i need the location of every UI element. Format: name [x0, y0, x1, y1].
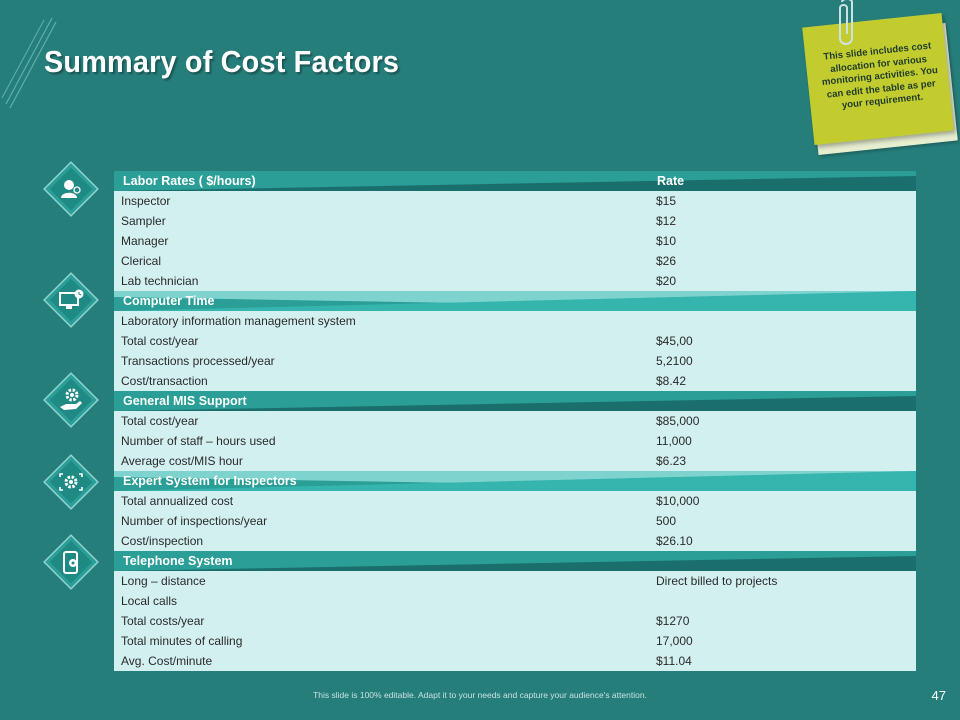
row-value: 11,000	[656, 434, 692, 448]
worker-icon	[42, 160, 100, 218]
table-row: Number of staff – hours used 11,000	[114, 431, 916, 451]
section-title: Expert System for Inspectors	[123, 474, 297, 488]
row-item: Cost/transaction	[121, 374, 208, 388]
section-title: Computer Time	[123, 294, 215, 308]
row-value: $85,000	[656, 414, 700, 428]
row-item: Number of inspections/year	[121, 514, 268, 528]
phone-icon	[42, 533, 100, 591]
row-value: 5,2100	[656, 354, 693, 368]
table-row: Total annualized cost $10,000	[114, 491, 916, 511]
table-row: Transactions processed/year 5,2100	[114, 351, 916, 371]
row-item: Laboratory information management system	[121, 314, 356, 328]
row-value: 17,000	[656, 634, 693, 648]
footer-text: This slide is 100% editable. Adapt it to…	[313, 690, 647, 700]
row-item: Long – distance	[121, 574, 206, 588]
row-value: Direct billed to projects	[656, 574, 778, 588]
row-value: $20	[656, 274, 677, 288]
row-value: $15	[656, 194, 677, 208]
section-header-computer-time: Computer Time	[114, 291, 916, 311]
table-row: Sampler $12	[114, 211, 916, 231]
row-value: $10	[656, 234, 677, 248]
table-row: Long – distance Direct billed to projects	[114, 571, 916, 591]
row-item: Avg. Cost/minute	[121, 654, 213, 668]
table-row: Inspector $15	[114, 191, 916, 211]
row-item: Lab technician	[121, 274, 199, 288]
section-header-expert-system: Expert System for Inspectors	[114, 471, 916, 491]
note-text: This slide includes cost allocation for …	[821, 40, 939, 112]
section-header-telephone: Telephone System	[114, 551, 916, 571]
decorative-lines	[1, 17, 57, 109]
row-item: Cost/inspection	[121, 534, 204, 548]
rate-column-header: Rate	[657, 174, 685, 188]
cost-table: Labor Rates ( $/hours) Rate Inspector $15…	[114, 171, 916, 671]
row-value: 500	[656, 514, 677, 528]
header-stripe	[114, 171, 916, 191]
table-row: Clerical $26	[114, 251, 916, 271]
row-item: Total annualized cost	[121, 494, 234, 508]
section-header-mis-support: General MIS Support	[114, 391, 916, 411]
row-value: $11.04	[656, 654, 692, 668]
row-item: Total cost/year	[121, 414, 199, 428]
row-item: Inspector	[121, 194, 171, 208]
slide-title: Summary of Cost Factors	[44, 44, 400, 79]
row-item: Clerical	[121, 254, 162, 268]
table-row: Total cost/year $85,000	[114, 411, 916, 431]
row-item: Total costs/year	[121, 614, 205, 628]
header-stripe	[114, 391, 916, 411]
sticky-note: This slide includes cost allocation for …	[800, 0, 960, 160]
header-stripe	[114, 471, 916, 491]
row-item: Sampler	[121, 214, 166, 228]
row-value: $8.42	[656, 374, 687, 388]
row-item: Manager	[121, 234, 169, 248]
row-item: Average cost/MIS hour	[121, 454, 243, 468]
table-row: Cost/inspection $26.10	[114, 531, 916, 551]
header-stripe	[114, 291, 916, 311]
row-item: Total minutes of calling	[121, 634, 243, 648]
section-title: General MIS Support	[123, 394, 247, 408]
row-item: Transactions processed/year	[121, 354, 275, 368]
page-number: 47	[931, 688, 946, 703]
table-row: Lab technician $20	[114, 271, 916, 291]
gear-scan-icon	[42, 453, 100, 511]
table-row: Cost/transaction $8.42	[114, 371, 916, 391]
table-row: Local calls	[114, 591, 916, 611]
row-value: $26.10	[656, 534, 693, 548]
row-value: $6.23	[656, 454, 687, 468]
row-value: $10,000	[656, 494, 700, 508]
table-row: Total minutes of calling 17,000	[114, 631, 916, 651]
table-row: Total costs/year $1270	[114, 611, 916, 631]
table-row: Number of inspections/year 500	[114, 511, 916, 531]
table-row: Total cost/year $45,00	[114, 331, 916, 351]
hand-gear-icon	[42, 371, 100, 429]
row-item: Total cost/year	[121, 334, 199, 348]
table-row: Average cost/MIS hour $6.23	[114, 451, 916, 471]
section-header-labor-rates: Labor Rates ( $/hours) Rate	[114, 171, 916, 191]
header-stripe	[114, 551, 916, 571]
row-item: Local calls	[121, 594, 178, 608]
paperclip-icon	[839, 0, 853, 45]
row-value: $26	[656, 254, 677, 268]
row-value: $1270	[656, 614, 690, 628]
table-row: Laboratory information management system	[114, 311, 916, 331]
row-value: $12	[656, 214, 677, 228]
section-title: Telephone System	[123, 554, 233, 568]
table-row: Avg. Cost/minute $11.04	[114, 651, 916, 671]
computer-clock-icon	[42, 271, 100, 329]
table-row: Manager $10	[114, 231, 916, 251]
section-title: Labor Rates ( $/hours)	[123, 174, 256, 188]
row-item: Number of staff – hours used	[121, 434, 276, 448]
row-value: $45,00	[656, 334, 693, 348]
